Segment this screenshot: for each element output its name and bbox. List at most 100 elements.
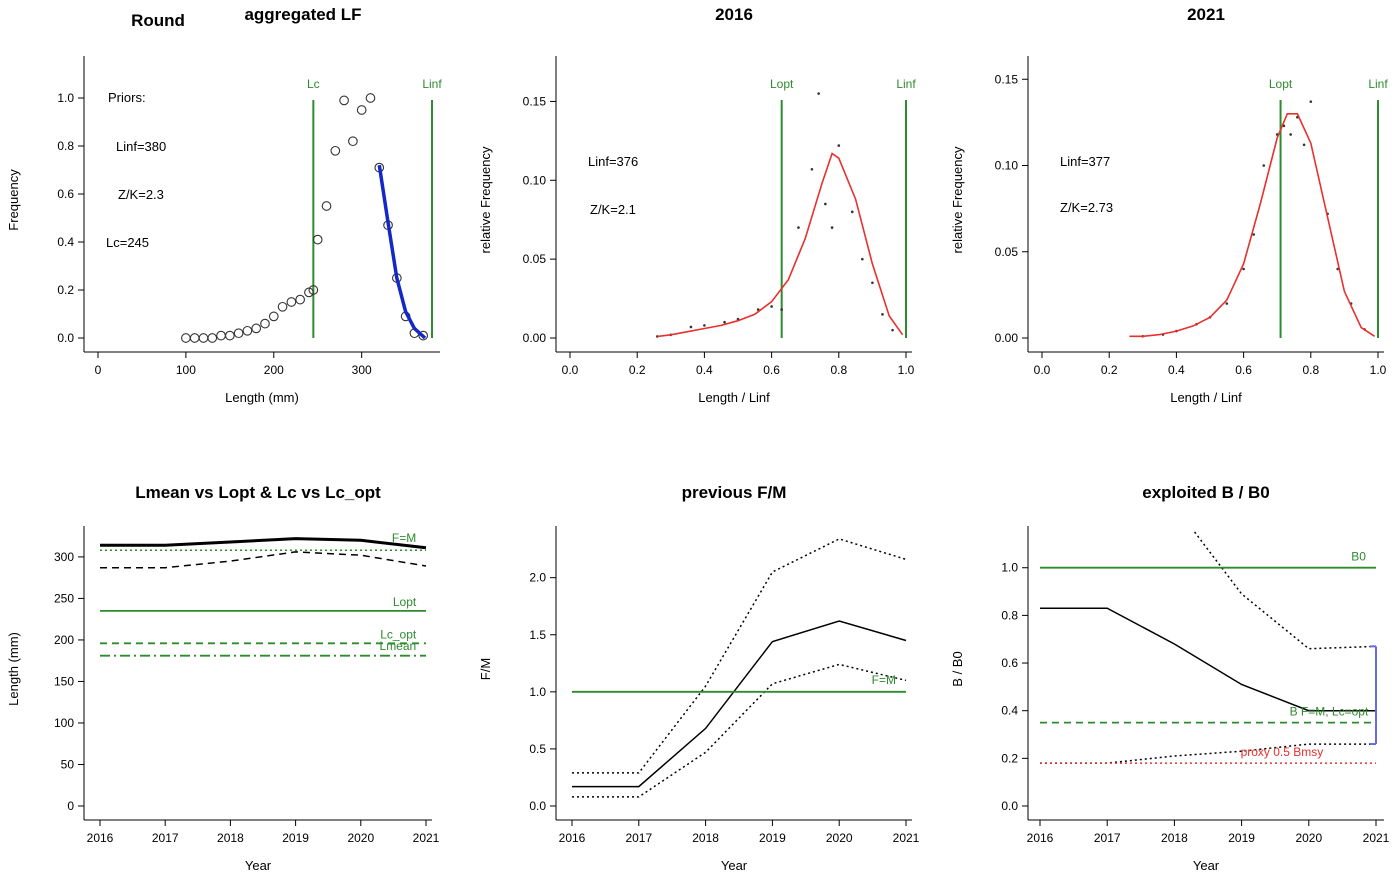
line-label: F=M <box>392 531 416 545</box>
data-point <box>321 201 332 211</box>
line-label: Lc_opt <box>380 627 417 641</box>
x-tick-label: 2016 <box>559 831 586 845</box>
data-point <box>1225 302 1229 305</box>
data-point <box>295 294 306 305</box>
series-line <box>100 551 427 569</box>
x-tick-label: 2020 <box>347 831 374 845</box>
data-point <box>277 301 288 312</box>
y-tick-label: 200 <box>54 633 74 647</box>
data-point <box>216 330 226 341</box>
x-tick-label: 1.0 <box>1370 363 1387 377</box>
series-line <box>572 663 907 798</box>
y-tick-label: 1.5 <box>529 628 546 642</box>
y-tick-label: 250 <box>54 591 74 605</box>
y-axis-label: B / B0 <box>950 651 965 686</box>
y-tick-label: 1.0 <box>57 91 74 105</box>
data-point <box>356 105 367 115</box>
x-tick-label: 0.8 <box>830 363 847 377</box>
vline-label: Lopt <box>770 77 794 91</box>
x-tick-label: 2018 <box>1161 831 1188 845</box>
y-tick-label: 50 <box>61 757 75 771</box>
y-tick-label: 0.4 <box>1001 704 1018 718</box>
annotation: Linf=380 <box>116 139 166 154</box>
x-tick-label: 0.2 <box>629 363 646 377</box>
y-axis-label: F/M <box>478 658 493 680</box>
x-tick-label: 0 <box>95 363 102 377</box>
y-tick-label: 2.0 <box>529 571 546 585</box>
annotation: Z/K=2.1 <box>590 202 636 217</box>
x-axis-label: Year <box>1193 858 1220 873</box>
data-point <box>817 92 820 95</box>
data-point <box>348 136 358 147</box>
x-tick-label: 2016 <box>1027 831 1054 845</box>
x-tick-label: 2017 <box>625 831 652 845</box>
vline-label: Linf <box>896 77 916 91</box>
annotation: Z/K=2.73 <box>1060 200 1113 215</box>
series-line <box>1040 607 1376 712</box>
line-label: F=M <box>872 673 896 687</box>
y-tick-label: 0.6 <box>57 187 74 201</box>
data-point <box>242 325 253 336</box>
panel-p5: previous F/M 2016 2017 2018 2019 2020 2021 0.0 0… <box>478 483 920 873</box>
annotation: Linf=376 <box>588 154 638 169</box>
x-tick-label: 2019 <box>282 831 309 845</box>
x-tick-label: 2018 <box>692 831 719 845</box>
x-axis-label: Length (mm) <box>225 390 299 405</box>
x-tick-label: 0.6 <box>1235 363 1252 377</box>
x-tick-label: 2019 <box>759 831 786 845</box>
fit-line <box>377 164 427 340</box>
y-axis-label: Length (mm) <box>6 632 21 706</box>
data-point <box>861 257 864 261</box>
y-tick-label: 1.0 <box>1001 561 1018 575</box>
y-tick-label: 0.15 <box>523 94 547 108</box>
series-line <box>1194 531 1377 650</box>
y-tick-label: 0.15 <box>995 72 1019 86</box>
y-tick-label: 0.2 <box>1001 751 1018 765</box>
chart-title: Lmean vs Lopt & Lc vs Lc_opt <box>135 483 381 502</box>
y-tick-label: 0.00 <box>995 331 1019 345</box>
data-point <box>286 297 297 307</box>
x-tick-label: 2020 <box>1295 831 1322 845</box>
data-point <box>1289 133 1292 136</box>
chart-title: 2016 <box>715 5 753 24</box>
annotation: Linf=377 <box>1060 154 1110 169</box>
y-tick-label: 0.2 <box>57 283 74 297</box>
data-point <box>723 320 726 324</box>
fit-curve <box>657 152 904 338</box>
panel-p6: exploited B / B0 2016 2017 2018 2019 2020 2021… <box>950 483 1390 873</box>
y-tick-label: 0.0 <box>57 331 74 345</box>
data-point <box>1242 267 1245 271</box>
fit-curve <box>1129 113 1376 338</box>
y-tick-label: 0.4 <box>57 235 74 249</box>
series-line <box>572 538 907 774</box>
data-point <box>780 308 783 311</box>
series-line <box>100 537 427 550</box>
data-point <box>689 325 693 329</box>
panel-p4: Lmean vs Lopt & Lc vs Lc_opt 2016 2017 2018… <box>6 483 440 873</box>
y-tick-label: 0 <box>67 799 74 813</box>
y-axis-label: relative Frequency <box>950 146 965 253</box>
y-tick-label: 150 <box>54 674 74 688</box>
line-label: Lmean <box>380 639 417 653</box>
x-tick-label: 200 <box>264 363 284 377</box>
vline-label: Lc <box>307 77 320 91</box>
vline-label: Lopt <box>1269 77 1293 91</box>
data-point <box>810 167 814 171</box>
x-tick-label: 1.0 <box>898 363 915 377</box>
chart-title: previous F/M <box>682 483 787 502</box>
x-axis-label: Year <box>721 858 748 873</box>
line-label: B0 <box>1351 550 1366 564</box>
data-point <box>756 308 760 311</box>
panel-p3: 2021 0.0 0.2 0.4 0.6 0.8 1.0 0.00 0.05 0.10 0.15 Le… <box>950 5 1388 405</box>
x-axis-label: Year <box>245 858 272 873</box>
x-tick-label: 100 <box>176 363 196 377</box>
y-tick-label: 0.6 <box>1001 656 1018 670</box>
data-point <box>365 93 376 103</box>
data-point <box>770 305 773 308</box>
x-tick-label: 2016 <box>87 831 114 845</box>
x-tick-label: 0.6 <box>763 363 780 377</box>
data-point <box>207 333 218 343</box>
y-tick-label: 0.05 <box>995 245 1019 259</box>
panel-p1: aggregated LF 0 100 200 300 0.0 0.2 0.4 0.6 0.8 1.… <box>6 5 442 405</box>
data-point <box>330 145 341 156</box>
